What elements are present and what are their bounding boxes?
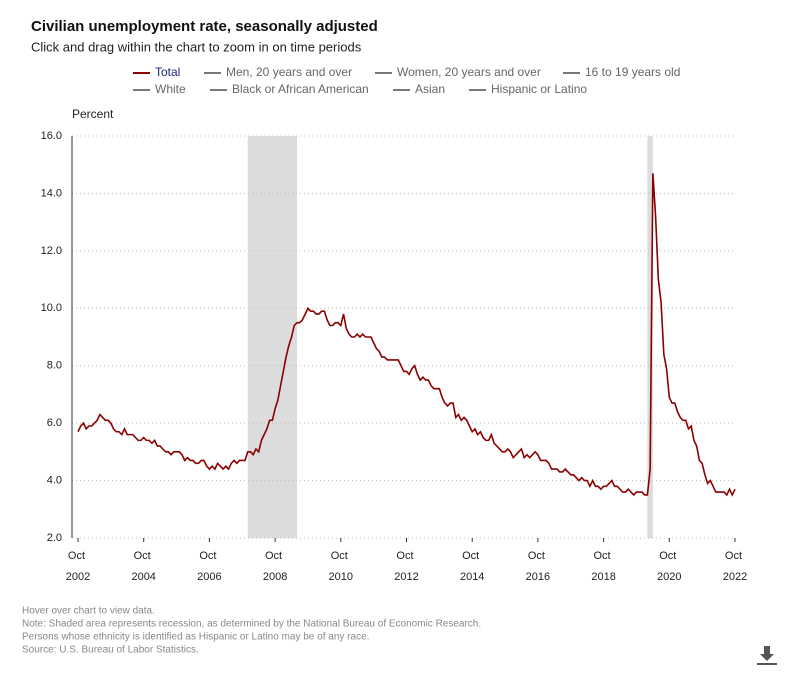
x-tick-label: Oct 2006 bbox=[197, 550, 221, 583]
download-arrow[interactable] bbox=[760, 646, 774, 661]
x-tick-label: Oct 2016 bbox=[526, 550, 550, 583]
x-tick-month: Oct bbox=[331, 550, 351, 562]
x-tick-month: Oct bbox=[594, 550, 614, 562]
download-base[interactable] bbox=[757, 663, 777, 665]
footnote: Persons whose ethnicity is identified as… bbox=[22, 632, 369, 643]
x-tick-month: Oct bbox=[528, 550, 548, 562]
legend-label[interactable]: Men, 20 years and over bbox=[226, 65, 352, 79]
x-tick-label: Oct 2020 bbox=[657, 550, 681, 583]
legend-label[interactable]: Asian bbox=[415, 82, 445, 96]
legend-label[interactable]: White bbox=[155, 82, 186, 96]
recession-band bbox=[647, 136, 653, 538]
x-tick-year: 2012 bbox=[394, 571, 418, 583]
footnote: Hover over chart to view data. bbox=[22, 606, 155, 617]
chart-subtitle: Click and drag within the chart to zoom … bbox=[31, 39, 362, 54]
y-tick-label: 10.0 bbox=[41, 302, 62, 314]
footnote: Source: U.S. Bureau of Labor Statistics. bbox=[22, 645, 199, 656]
x-tick-month: Oct bbox=[199, 550, 219, 562]
x-tick-month: Oct bbox=[68, 550, 88, 562]
chart-title: Civilian unemployment rate, seasonally a… bbox=[31, 18, 378, 35]
legend-label[interactable]: Black or African American bbox=[232, 82, 369, 96]
x-tick-label: Oct 2002 bbox=[66, 550, 90, 583]
download-button[interactable] bbox=[756, 644, 778, 666]
x-tick-month: Oct bbox=[462, 550, 482, 562]
x-tick-year: 2002 bbox=[66, 571, 90, 583]
x-tick-month: Oct bbox=[725, 550, 745, 562]
x-tick-year: 2020 bbox=[657, 571, 681, 583]
x-tick-year: 2016 bbox=[526, 571, 550, 583]
x-tick-year: 2018 bbox=[591, 571, 615, 583]
x-tick-month: Oct bbox=[134, 550, 154, 562]
recession-band bbox=[247, 136, 297, 538]
legend-label[interactable]: Total bbox=[155, 65, 180, 79]
y-tick-label: 12.0 bbox=[41, 245, 62, 257]
y-tick-label: 6.0 bbox=[47, 417, 62, 429]
x-tick-label: Oct 2018 bbox=[591, 550, 615, 583]
x-tick-year: 2022 bbox=[723, 571, 747, 583]
footnote: Note: Shaded area represents recession, … bbox=[22, 619, 481, 630]
x-tick-label: Oct 2014 bbox=[460, 550, 484, 583]
x-tick-year: 2006 bbox=[197, 571, 221, 583]
x-tick-year: 2004 bbox=[131, 571, 155, 583]
y-tick-label: 14.0 bbox=[41, 187, 62, 199]
data-line bbox=[77, 173, 736, 497]
x-tick-label: Oct 2004 bbox=[131, 550, 155, 583]
x-tick-label: Oct 2012 bbox=[394, 550, 418, 583]
y-tick-label: 8.0 bbox=[47, 360, 62, 372]
x-tick-label: Oct 2010 bbox=[329, 550, 353, 583]
legend-label[interactable]: Women, 20 years and over bbox=[397, 65, 541, 79]
legend-label[interactable]: Hispanic or Latino bbox=[491, 82, 587, 96]
y-tick-label: 16.0 bbox=[41, 130, 62, 142]
x-tick-year: 2010 bbox=[329, 571, 353, 583]
x-tick-label: Oct 2008 bbox=[263, 550, 287, 583]
x-tick-label: Oct 2022 bbox=[723, 550, 747, 583]
x-tick-month: Oct bbox=[265, 550, 285, 562]
y-tick-label: 4.0 bbox=[47, 474, 62, 486]
legend-label[interactable]: 16 to 19 years old bbox=[585, 65, 680, 79]
y-axis-label: Percent bbox=[72, 107, 114, 121]
x-tick-month: Oct bbox=[659, 550, 679, 562]
x-tick-year: 2008 bbox=[263, 571, 287, 583]
x-tick-month: Oct bbox=[396, 550, 416, 562]
x-tick-year: 2014 bbox=[460, 571, 484, 583]
y-tick-label: 2.0 bbox=[47, 532, 62, 544]
